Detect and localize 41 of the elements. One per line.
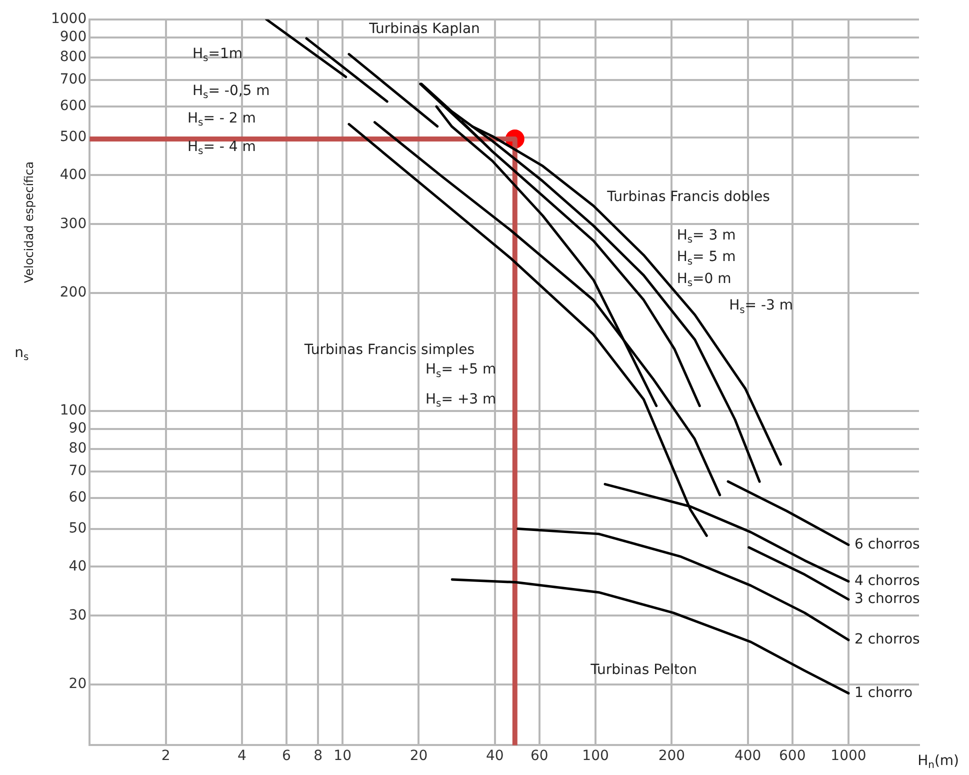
y-tick-label: 40 [68, 558, 87, 574]
x-tick-label: 100 [582, 748, 609, 764]
y-tick-label: 500 [60, 128, 87, 145]
x-tick-label: 8 [314, 748, 323, 764]
y-tick-label: 700 [60, 72, 87, 88]
series-label: 1 chorro [854, 684, 913, 701]
y-tick-label: 400 [60, 166, 87, 183]
x-tick-label: 20 [410, 748, 428, 764]
y-tick-label: 600 [60, 98, 87, 114]
y-tick-label: 20 [68, 676, 87, 692]
y-tick-label: 100 [60, 402, 87, 419]
y-tick-label: 70 [68, 463, 87, 480]
annotation: Turbinas Pelton [590, 662, 697, 678]
series-label: 4 chorros [854, 572, 920, 589]
y-tick-label: 60 [68, 489, 87, 506]
x-tick-label: 4 [237, 748, 246, 764]
x-tick-label: 1000 [830, 748, 866, 764]
x-tick-label: 60 [530, 748, 548, 764]
annotation: Turbinas Francis dobles [606, 188, 770, 205]
x-tick-label: 6 [282, 748, 292, 764]
x-tick-label: 40 [486, 748, 504, 764]
x-tick-label: 10 [334, 748, 352, 764]
series-label: 3 chorros [854, 591, 920, 608]
x-tick-label: 600 [779, 748, 806, 764]
y-tick-label: 1000 [50, 11, 87, 28]
series-label: 6 chorros [854, 536, 920, 552]
annotation: Turbinas Kaplan [368, 21, 480, 38]
y-axis-title: Velocidad específica [22, 161, 36, 284]
annotation: Turbinas Francis simples [303, 342, 475, 358]
series-label: 2 chorros [854, 632, 920, 648]
x-tick-label: 2 [161, 748, 170, 764]
y-tick-label: 30 [68, 607, 87, 624]
x-tick-label: 400 [734, 748, 762, 764]
y-tick-label: 900 [60, 28, 87, 45]
y-tick-label: 800 [60, 48, 87, 65]
y-tick-label: 50 [68, 520, 87, 536]
y-tick-label: 300 [60, 216, 87, 232]
y-tick-label: 80 [68, 440, 87, 456]
y-tick-label: 200 [60, 284, 87, 301]
x-tick-label: 200 [658, 748, 686, 764]
y-tick-label: 90 [68, 420, 87, 436]
